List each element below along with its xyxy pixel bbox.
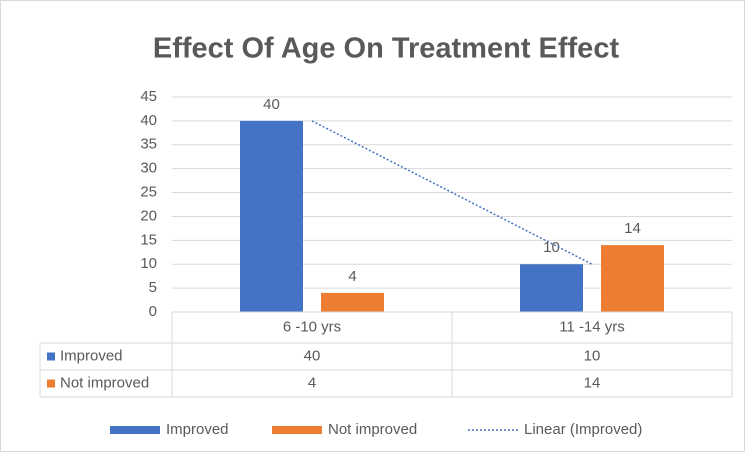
x-tick-label: 6 -10 yrs <box>283 318 341 335</box>
legend-label: Linear (Improved) <box>524 421 642 438</box>
legend-label: Not improved <box>328 421 417 438</box>
bar <box>321 292 384 312</box>
y-tick-label: 5 <box>149 279 157 296</box>
data-label: 10 <box>543 239 560 256</box>
legend-key <box>110 426 160 434</box>
table-legend-key <box>47 379 55 388</box>
table-cell: 40 <box>304 347 321 364</box>
y-tick-label: 40 <box>140 112 157 129</box>
y-tick-label: 10 <box>140 255 157 272</box>
y-tick-label: 25 <box>140 184 157 201</box>
trendline <box>311 120 593 265</box>
data-label: 4 <box>348 268 356 285</box>
legend-label: Improved <box>166 421 229 438</box>
table-cell: 4 <box>308 374 316 391</box>
y-tick-label: 30 <box>140 160 157 177</box>
table-row-label: Not improved <box>60 374 149 391</box>
table-cell: 14 <box>584 374 601 391</box>
y-tick-label: 45 <box>140 88 157 105</box>
bar <box>601 245 664 312</box>
table-row-label: Improved <box>60 347 123 364</box>
legend-key <box>272 426 322 434</box>
bar <box>240 120 303 312</box>
bar <box>520 264 583 312</box>
data-label: 14 <box>624 220 641 237</box>
table-legend-key <box>47 352 55 361</box>
x-tick-label: 11 -14 yrs <box>559 318 625 335</box>
chart-title: Effect Of Age On Treatment Effect <box>153 33 620 65</box>
y-tick-label: 0 <box>149 303 157 320</box>
y-tick-label: 15 <box>140 231 157 248</box>
data-label: 40 <box>263 96 280 113</box>
y-tick-label: 20 <box>140 207 157 224</box>
y-tick-label: 35 <box>140 136 157 153</box>
table-cell: 10 <box>584 347 601 364</box>
